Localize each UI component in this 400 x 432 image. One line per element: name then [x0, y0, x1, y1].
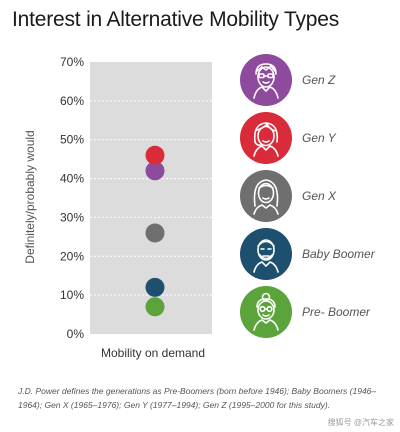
gen-y-avatar-icon	[240, 112, 292, 164]
legend-label: Pre- Boomer	[302, 304, 371, 319]
y-tick-label: 10%	[60, 288, 84, 302]
legend-label: Gen Y	[302, 130, 336, 145]
y-tick-label: 40%	[60, 172, 84, 186]
legend-item-gen-x: Gen X	[240, 170, 400, 226]
y-tick-label: 50%	[60, 133, 84, 147]
data-point-pre-boomer	[145, 297, 165, 317]
x-axis-label: Mobility on demand	[100, 346, 206, 360]
legend-label: Gen Z	[302, 72, 336, 87]
data-point-gen-y	[145, 145, 165, 165]
legend-item-gen-y: Gen Y	[240, 112, 400, 168]
y-tick-labels: 0% 10% 20% 30% 40% 50% 60% 70%	[60, 55, 84, 341]
y-tick-label: 0%	[67, 327, 85, 341]
data-point-gen-x	[145, 223, 165, 243]
pre-boomer-avatar-icon	[240, 286, 292, 338]
gen-x-avatar-icon	[240, 170, 292, 222]
legend-item-pre-boomer: Pre- Boomer	[240, 286, 400, 342]
baby-boomer-avatar-icon	[240, 228, 292, 280]
y-tick-label: 60%	[60, 94, 84, 108]
data-points	[145, 145, 165, 317]
legend-item-baby-boomer: Baby Boomer	[240, 228, 400, 284]
legend-label: Gen X	[302, 188, 337, 203]
footnote: J.D. Power defines the generations as Pr…	[18, 386, 377, 410]
watermark: 搜狐号 @汽车之家	[327, 418, 394, 427]
data-point-gen-z	[145, 161, 165, 181]
gen-z-avatar-icon	[240, 54, 292, 106]
y-tick-label: 70%	[60, 55, 84, 69]
y-tick-label: 20%	[60, 249, 84, 263]
chart-title: Interest in Alternative Mobility Types	[12, 8, 340, 31]
data-point-baby-boomer	[145, 277, 165, 297]
y-tick-label: 30%	[60, 210, 84, 224]
legend-item-gen-z: Gen Z	[240, 54, 400, 110]
legend-label: Baby Boomer	[302, 246, 375, 261]
